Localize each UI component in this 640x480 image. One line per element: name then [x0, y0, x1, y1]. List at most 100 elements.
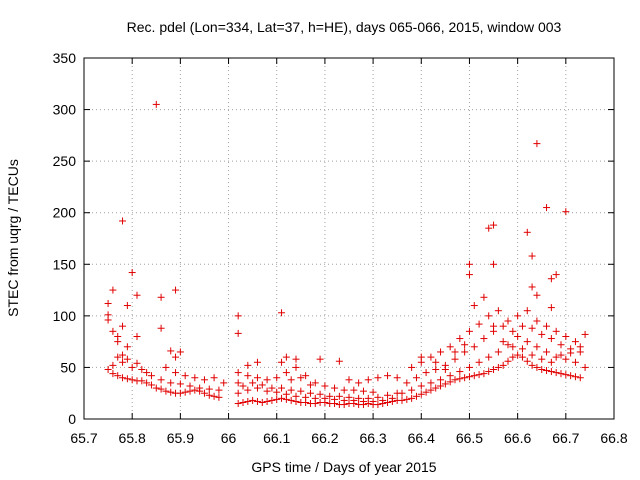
y-tick-label: 150: [53, 256, 77, 272]
data-point: [490, 260, 498, 268]
data-point: [547, 275, 555, 283]
data-point: [398, 389, 406, 397]
data-point: [562, 332, 570, 340]
data-point: [451, 376, 459, 384]
data-point: [253, 374, 261, 382]
x-tick-label: 65.7: [70, 430, 97, 446]
data-point: [403, 379, 411, 387]
plot-frame: [83, 57, 615, 420]
data-point: [374, 393, 382, 401]
data-point: [196, 384, 204, 392]
data-point: [518, 353, 526, 361]
data-point: [494, 307, 502, 315]
data-point: [244, 397, 252, 405]
data-points: [104, 100, 589, 409]
data-point: [128, 363, 136, 371]
data-point: [504, 341, 512, 349]
y-tick-label: 350: [53, 50, 77, 66]
data-point: [461, 374, 469, 382]
data-point: [465, 271, 473, 279]
data-point: [576, 374, 584, 382]
data-point: [138, 377, 146, 385]
data-point: [567, 349, 575, 357]
data-point: [273, 388, 281, 396]
data-point: [364, 394, 372, 402]
data-point: [152, 384, 160, 392]
data-point: [253, 384, 261, 392]
data-point: [461, 341, 469, 349]
data-point: [331, 395, 339, 403]
data-point: [480, 293, 488, 301]
data-point: [234, 379, 242, 387]
x-axis-ticks: 65.7 65.8 65.9 66 66.1 66.2 66.3 66.4 66.5 66.6 66…: [70, 58, 628, 446]
data-point: [143, 369, 151, 377]
data-point: [446, 372, 454, 380]
data-point: [528, 361, 536, 369]
data-point: [528, 324, 536, 332]
data-point: [514, 351, 522, 359]
data-point: [147, 381, 155, 389]
data-point: [114, 338, 122, 346]
data-point: [176, 348, 184, 356]
data-point: [321, 394, 329, 402]
data-point: [422, 369, 430, 377]
data-point: [403, 395, 411, 403]
data-point: [422, 388, 430, 396]
data-point: [494, 348, 502, 356]
data-point: [528, 351, 536, 359]
data-point: [384, 398, 392, 406]
data-point: [268, 396, 276, 404]
data-point: [465, 363, 473, 371]
data-point: [176, 389, 184, 397]
data-point: [123, 343, 131, 351]
x-tick-label: 66.5: [456, 430, 483, 446]
data-point: [509, 343, 517, 351]
data-point: [374, 401, 382, 409]
chart-title: Rec. pdel (Lon=334, Lat=37, h=HE), days …: [127, 19, 562, 35]
data-point: [480, 335, 488, 343]
data-point: [485, 224, 493, 232]
data-point: [480, 370, 488, 378]
data-point: [437, 376, 445, 384]
data-point: [263, 397, 271, 405]
data-point: [220, 379, 228, 387]
data-point: [451, 355, 459, 363]
data-point: [437, 348, 445, 356]
data-point: [456, 335, 464, 343]
data-point: [244, 372, 252, 380]
data-point: [123, 355, 131, 363]
data-point: [562, 355, 570, 363]
data-point: [581, 330, 589, 338]
data-point: [119, 351, 127, 359]
data-point: [268, 384, 276, 392]
data-point: [210, 374, 218, 382]
data-point: [543, 204, 551, 212]
data-point: [249, 396, 257, 404]
data-point: [547, 368, 555, 376]
data-point: [321, 382, 329, 390]
x-tick-label: 66.4: [408, 430, 435, 446]
data-point: [263, 376, 271, 384]
x-tick-label: 66: [221, 430, 237, 446]
data-point: [335, 392, 343, 400]
data-point: [239, 382, 247, 390]
data-point: [147, 372, 155, 380]
data-point: [470, 302, 478, 310]
data-point: [523, 338, 531, 346]
data-point: [157, 376, 165, 384]
data-point: [465, 373, 473, 381]
data-point: [297, 374, 305, 382]
data-point: [552, 369, 560, 377]
data-point: [253, 358, 261, 366]
data-point: [316, 355, 324, 363]
y-tick-label: 300: [53, 102, 77, 118]
data-point: [379, 396, 387, 404]
data-point: [306, 381, 314, 389]
data-point: [114, 353, 122, 361]
data-point: [350, 396, 358, 404]
data-point: [273, 374, 281, 382]
data-point: [282, 353, 290, 361]
data-point: [509, 327, 517, 335]
data-point: [384, 372, 392, 380]
